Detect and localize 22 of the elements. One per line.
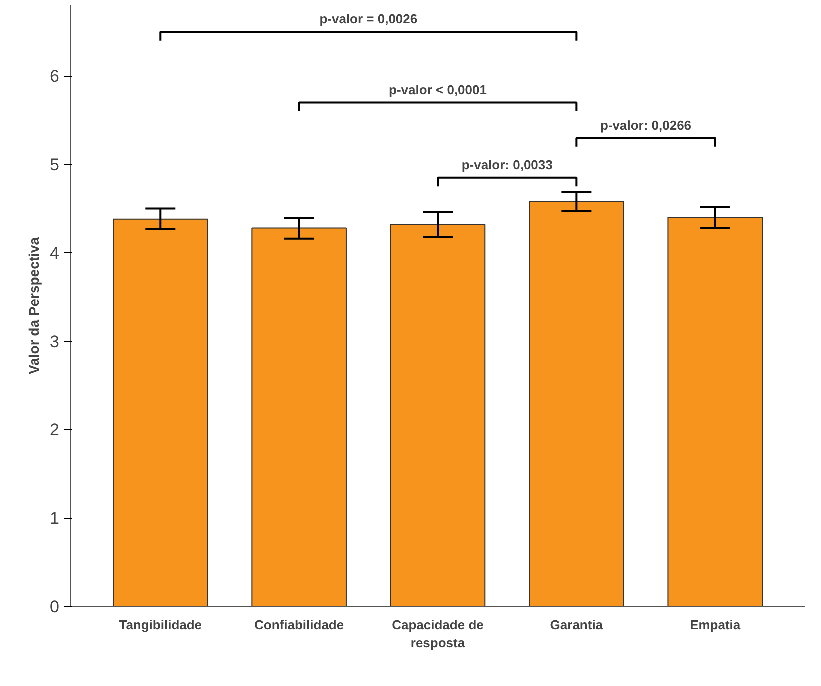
bar <box>390 224 486 606</box>
x-tick-label: Capacidade de resposta <box>392 618 484 650</box>
bar <box>529 201 624 606</box>
bar <box>668 217 764 606</box>
y-tick-label: 5 <box>50 156 60 175</box>
annotation: p-valor: 0,0266 <box>600 118 692 133</box>
y-axis-title: Valor da Perspectiva <box>26 237 42 374</box>
y-tick-label: 3 <box>50 332 60 352</box>
y-tick-label: 4 <box>50 244 60 263</box>
x-tick-label: Tangibilidade <box>119 618 202 632</box>
annotation: p-valor = 0,0026 <box>320 12 418 27</box>
x-tick-label: Garantia <box>550 618 604 632</box>
y-tick-label: 0 <box>50 598 60 616</box>
bar <box>112 218 208 606</box>
x-tick-label: Confiabilidade <box>254 618 344 632</box>
y-tick-label: 1 <box>50 509 60 528</box>
annotation: p-valor: 0,0033 <box>462 158 553 173</box>
bar <box>252 228 347 606</box>
annotation: p-valor < 0,0001 <box>389 82 487 98</box>
y-tick-label: 6 <box>50 67 60 86</box>
x-tick-label: Empatia <box>690 618 742 632</box>
y-tick-label: 2 <box>50 420 60 440</box>
